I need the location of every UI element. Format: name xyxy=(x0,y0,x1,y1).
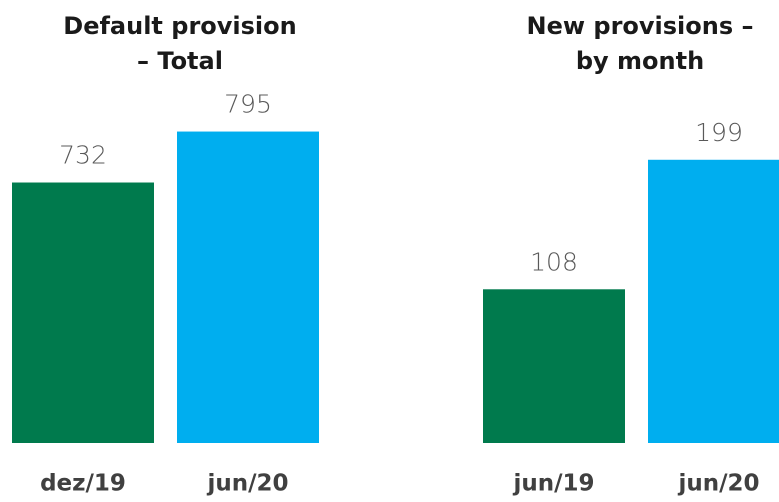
value-label: 108 xyxy=(530,247,578,276)
bar xyxy=(483,289,625,443)
value-label: 732 xyxy=(59,141,107,170)
chart-title: by month xyxy=(576,47,704,75)
x-tick-label: jun/20 xyxy=(206,471,288,497)
chart-title: Default provision xyxy=(63,12,296,40)
bar xyxy=(12,182,154,443)
x-tick-label: jun/19 xyxy=(512,471,594,497)
chart-title: – Total xyxy=(137,47,223,75)
bar xyxy=(177,131,319,443)
bar xyxy=(648,159,779,443)
x-tick-label: dez/19 xyxy=(40,471,126,497)
value-label: 199 xyxy=(695,118,743,147)
chart-title: New provisions – xyxy=(527,12,754,40)
value-label: 795 xyxy=(224,90,272,119)
x-tick-label: jun/20 xyxy=(677,471,759,497)
